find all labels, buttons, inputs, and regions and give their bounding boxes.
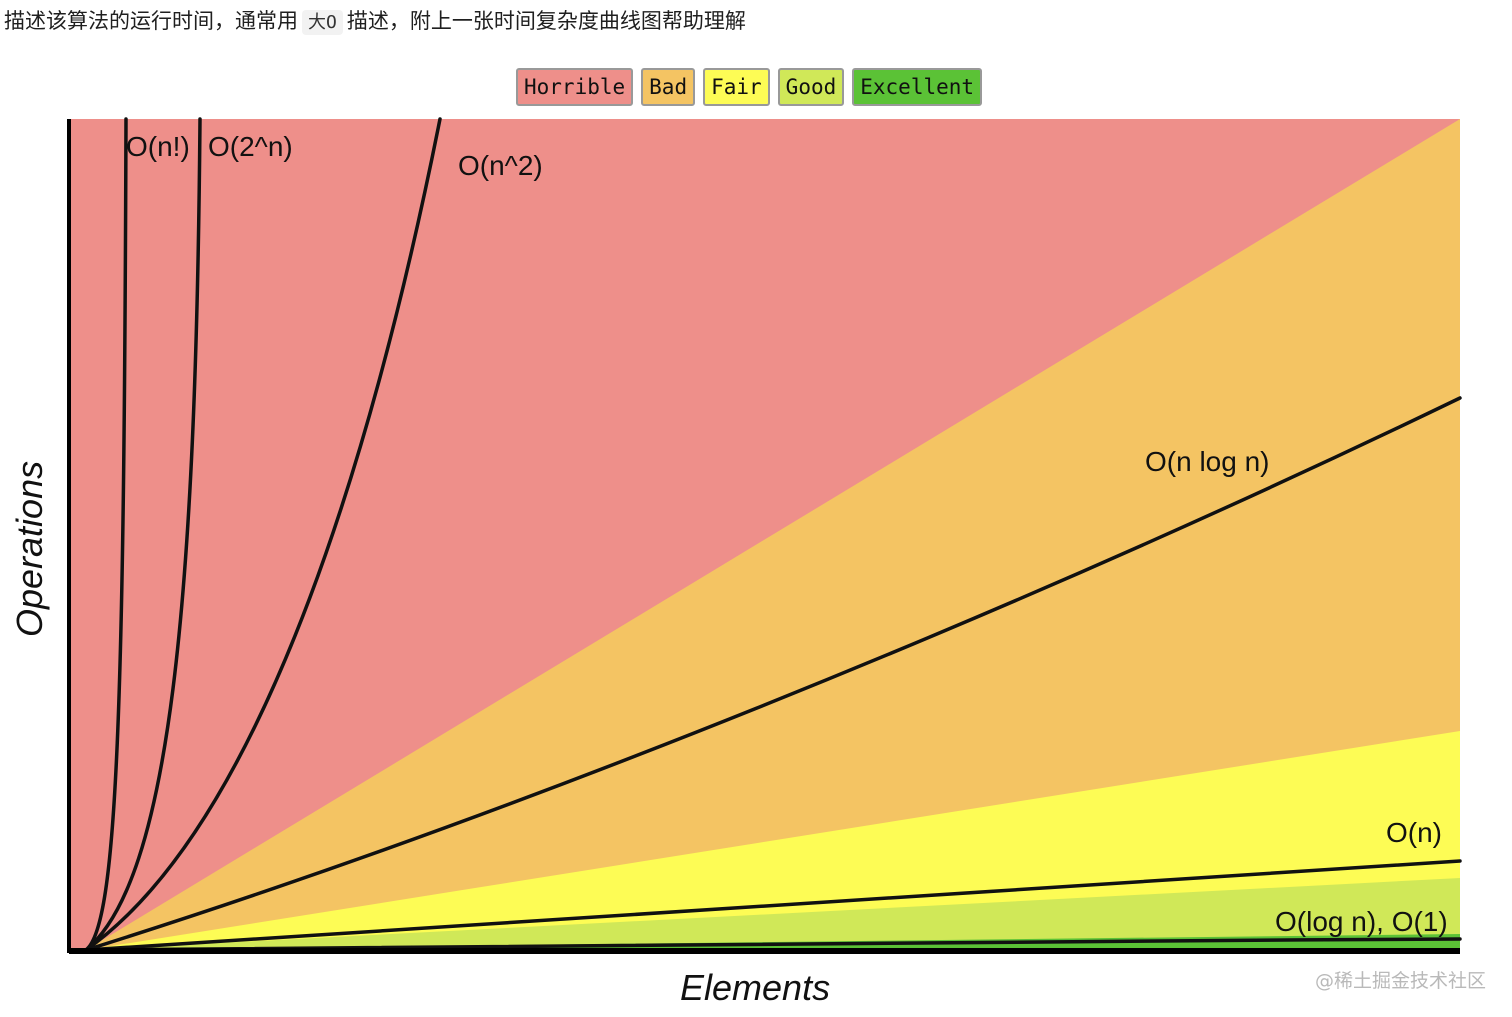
chart-legend: Horrible Bad Fair Good Excellent [516,68,983,106]
complexity-zones [69,119,1460,950]
zone-good [86,878,1460,950]
legend-item-fair: Fair [703,68,770,106]
intro-code: 大O [302,10,343,35]
curve-quadratic [84,117,442,952]
label-factorial: O(n!) [126,131,190,162]
legend-item-good: Good [777,68,845,106]
complexity-curves [84,117,1462,952]
curve-log [84,937,1462,952]
legend-item-excellent: Excellent [852,68,983,106]
label-quadratic: O(n^2) [458,150,543,181]
x-axis-title: Elements [680,967,830,1008]
intro-text-after: 描述，附上一张时间复杂度曲线图帮助理解 [346,9,746,33]
y-axis-title: Operations [9,461,50,637]
watermark: @稀土掘金技术社区 [1314,970,1486,992]
label-linear: O(n) [1386,817,1442,848]
chart-axes [67,119,1460,954]
label-exponential: O(2^n) [208,131,293,162]
curve-factorial [84,117,128,952]
zone-bad [86,119,1460,950]
intro-text-before: 描述该算法的运行时间，通常用 [4,9,298,33]
legend-item-horrible: Horrible [516,68,634,106]
intro-paragraph: 描述该算法的运行时间，通常用 大O 描述，附上一张时间复杂度曲线图帮助理解 [4,4,746,40]
curve-exponential [84,117,202,952]
curve-nlogn [84,396,1462,952]
zone-fair [86,731,1460,950]
curve-linear [84,859,1462,952]
label-log-constant: O(log n), O(1) [1275,906,1448,937]
curve-labels: O(n!) O(2^n) O(n^2) O(n log n) O(n) O(lo… [126,131,1448,937]
legend-item-bad: Bad [641,68,696,106]
label-nlogn: O(n log n) [1145,446,1270,477]
